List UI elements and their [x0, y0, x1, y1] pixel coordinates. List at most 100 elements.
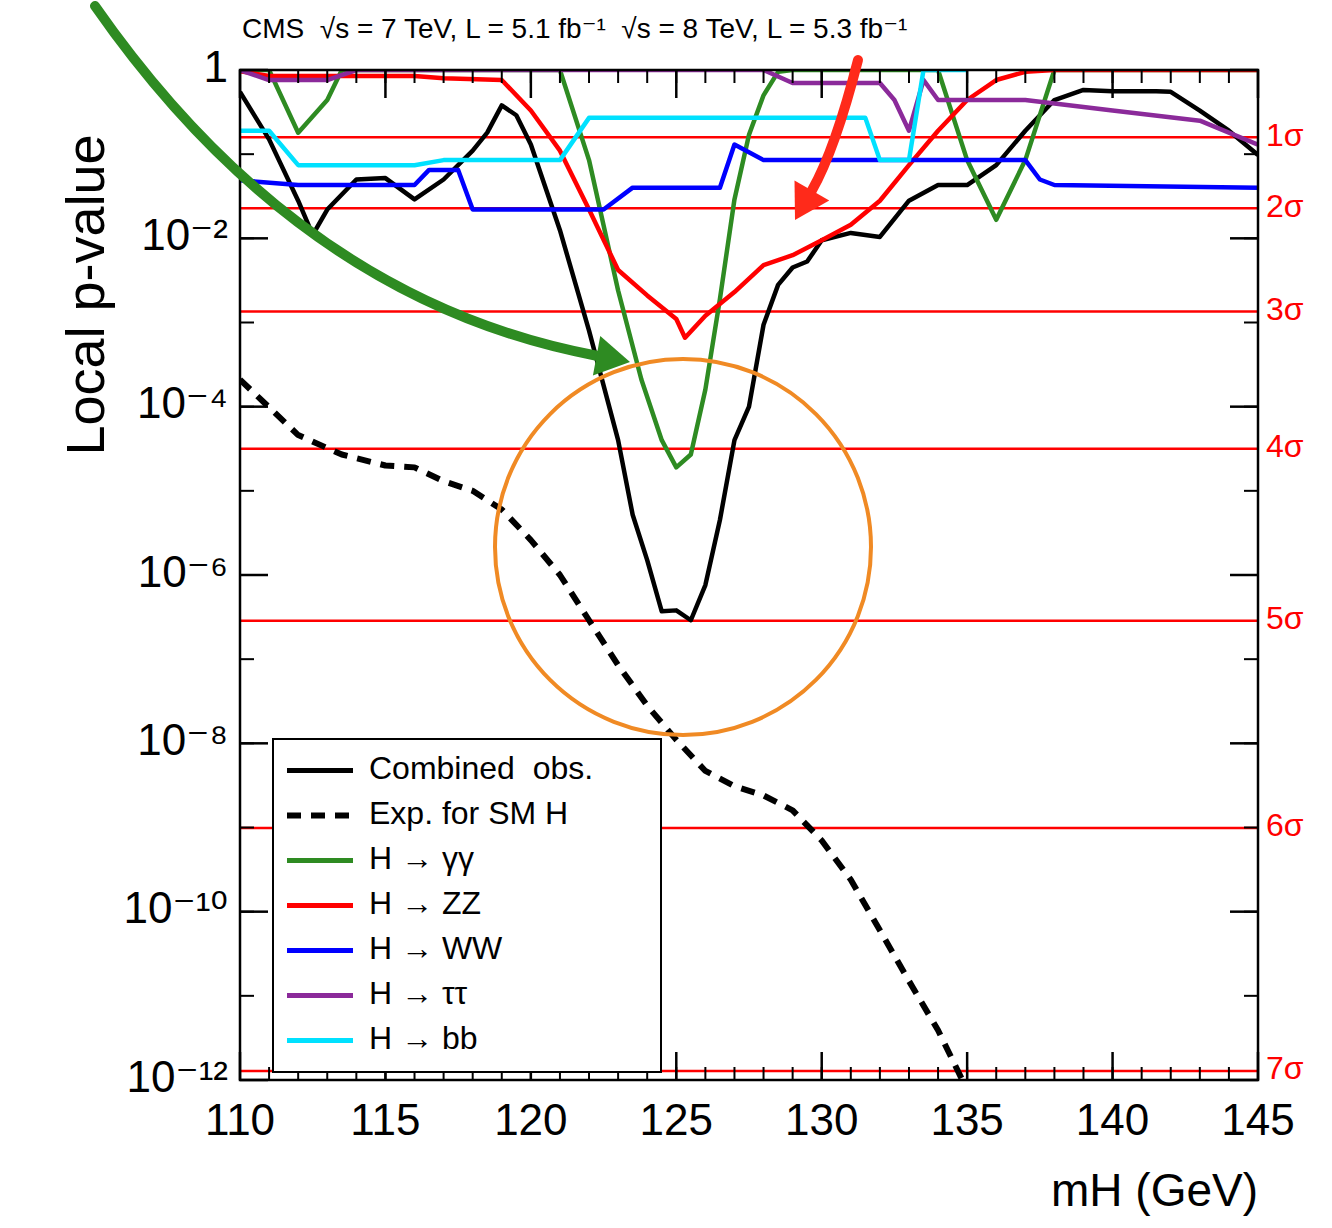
y-tick [1230, 910, 1258, 913]
legend-swatch [287, 993, 353, 998]
minor-tick [1024, 70, 1026, 83]
minor-tick [1244, 322, 1258, 324]
y-tick-label: 10⁻² [141, 210, 228, 259]
minor-tick [995, 1067, 997, 1080]
legend-swatch [287, 768, 353, 773]
y-tick [1230, 405, 1258, 408]
minor-tick [240, 658, 254, 660]
minor-tick [937, 1067, 939, 1080]
minor-tick [879, 1067, 881, 1080]
y-tick [240, 910, 268, 913]
minor-tick [240, 322, 254, 324]
x-tick [675, 70, 678, 98]
background [0, 0, 1332, 1228]
x-tick-label: 115 [350, 1095, 420, 1144]
x-tick-label: 110 [205, 1095, 275, 1144]
red-arrow-shaft [812, 60, 858, 190]
minor-tick [1244, 995, 1258, 997]
title: CMS √s = 7 TeV, L = 5.1 fb⁻¹ √s = 8 TeV,… [242, 13, 907, 44]
minor-tick [908, 1067, 910, 1080]
x-tick [966, 70, 969, 98]
x-tick [1257, 1052, 1260, 1080]
sigma-line [240, 447, 1258, 450]
x-axis-title: mH (GeV) [1051, 1164, 1258, 1216]
legend-swatch [287, 1038, 353, 1043]
sigma-label: 5σ [1266, 600, 1304, 636]
legend-label: Combined obs. [369, 750, 593, 786]
series-line [240, 70, 967, 165]
minor-tick [792, 70, 794, 83]
minor-tick [733, 1067, 735, 1080]
legend-label: H → WW [369, 930, 503, 966]
x-tick [384, 70, 387, 98]
green-arrow [95, 6, 630, 375]
minor-tick [1244, 827, 1258, 829]
x-tick [239, 1052, 242, 1080]
minor-tick [1053, 1067, 1055, 1080]
minor-tick [1244, 490, 1258, 492]
legend-box [273, 739, 661, 1072]
minor-tick [908, 70, 910, 83]
y-tick [240, 69, 268, 72]
minor-tick [1082, 70, 1084, 83]
series-line [240, 70, 1258, 467]
y-axis-title: Local p-value [55, 134, 115, 455]
minor-tick [850, 1067, 852, 1080]
x-tick-label: 140 [1076, 1095, 1149, 1144]
legend-label: Exp. for SM H [369, 795, 568, 831]
minor-tick [1141, 1067, 1143, 1080]
minor-tick [1082, 1067, 1084, 1080]
minor-tick [1244, 153, 1258, 155]
sigma-label: 7σ [1266, 1050, 1304, 1086]
minor-tick [355, 70, 357, 83]
minor-tick [879, 70, 881, 83]
y-tick-label: 10⁻⁸ [137, 715, 228, 764]
minor-tick [704, 70, 706, 83]
minor-tick [1024, 1067, 1026, 1080]
red-arrow [795, 60, 858, 220]
minor-tick [1199, 70, 1201, 83]
legend-label: H → γγ [369, 840, 474, 876]
minor-tick [268, 70, 270, 83]
minor-tick [617, 70, 619, 83]
minor-tick [1244, 658, 1258, 660]
legend-label: H → ττ [369, 975, 468, 1011]
y-tick-label: 10⁻¹² [127, 1052, 228, 1101]
minor-tick [1228, 1067, 1230, 1080]
sigma-label: 4σ [1266, 428, 1304, 464]
sigma-label: 2σ [1266, 188, 1304, 224]
minor-tick [646, 70, 648, 83]
red-arrow-head [795, 181, 830, 220]
y-tick [1230, 574, 1258, 577]
curves [240, 70, 1258, 1080]
series-line [240, 70, 1258, 145]
minor-tick [240, 995, 254, 997]
minor-tick [240, 153, 254, 155]
highlight-circle [495, 359, 871, 735]
x-tick [239, 70, 242, 98]
minor-tick [472, 70, 474, 83]
minor-tick [792, 1067, 794, 1080]
x-tick-label: 135 [930, 1095, 1003, 1144]
sigma-line [240, 207, 1258, 210]
y-tick [1230, 1079, 1258, 1082]
sigma-label: 3σ [1266, 291, 1304, 327]
sigma-label: 1σ [1266, 117, 1304, 153]
series-line [240, 90, 1258, 620]
green-arrow-head [593, 336, 630, 375]
minor-tick [240, 827, 254, 829]
x-tick-label: 125 [640, 1095, 713, 1144]
minor-tick [588, 70, 590, 83]
minor-tick [763, 1067, 765, 1080]
minor-tick [1228, 70, 1230, 83]
x-tick [820, 70, 823, 98]
series-line [240, 380, 967, 1080]
minor-tick [995, 70, 997, 83]
y-tick [1230, 742, 1258, 745]
minor-tick [733, 70, 735, 83]
y-tick [1230, 237, 1258, 240]
minor-tick [326, 70, 328, 83]
x-tick [820, 1052, 823, 1080]
y-tick-label: 10⁻⁶ [138, 547, 228, 596]
minor-tick [1170, 70, 1172, 83]
